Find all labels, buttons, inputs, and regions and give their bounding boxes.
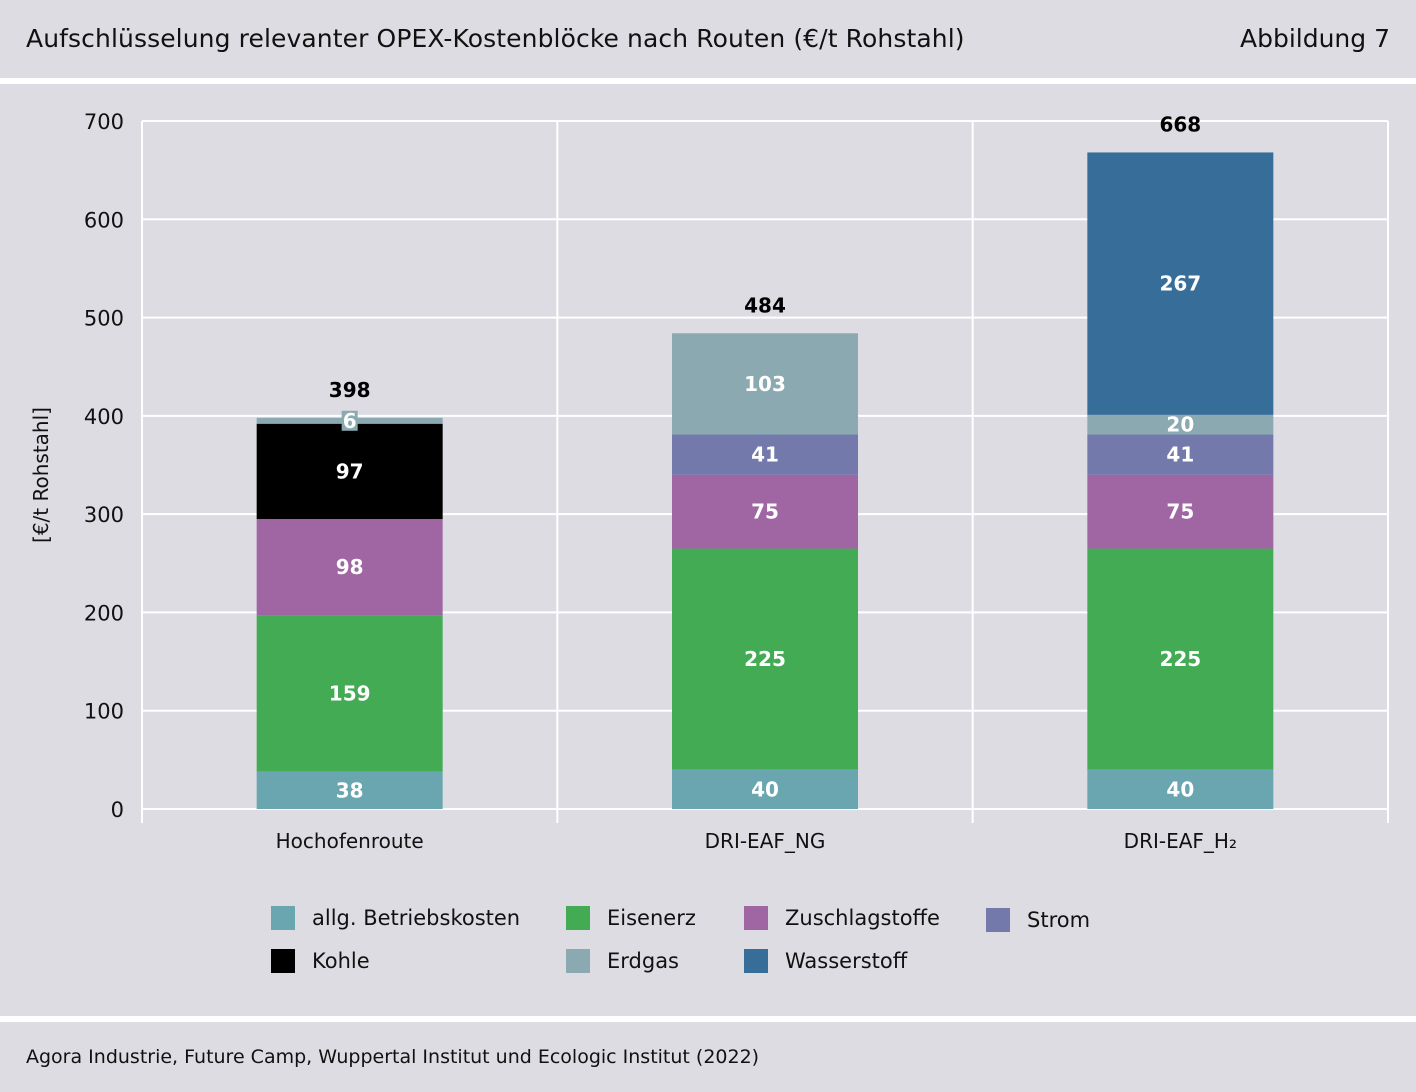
legend-label: Wasserstoff bbox=[785, 949, 908, 973]
data-label-bg bbox=[341, 410, 358, 431]
x-category-label: DRI-EAF_NG bbox=[705, 829, 826, 853]
y-tick-label: 500 bbox=[84, 307, 124, 331]
y-tick-label: 300 bbox=[84, 503, 124, 527]
legend-swatch bbox=[986, 908, 1010, 932]
legend-swatch bbox=[271, 906, 295, 930]
bar-segment bbox=[672, 769, 858, 809]
data-label: 41 bbox=[1166, 443, 1194, 467]
legend-label: Strom bbox=[1027, 908, 1091, 932]
legend-swatch bbox=[744, 949, 768, 973]
legend-swatch bbox=[566, 949, 590, 973]
data-label: 103 bbox=[744, 372, 786, 396]
legend-swatch bbox=[271, 949, 295, 973]
figure-label: Abbildung 7 bbox=[1239, 24, 1390, 53]
data-label: 159 bbox=[329, 682, 371, 706]
bar-segment bbox=[256, 423, 443, 520]
legend-item: Eisenerz bbox=[566, 906, 696, 930]
bar-segment bbox=[1087, 434, 1274, 475]
bar-segment bbox=[256, 519, 443, 616]
data-label: 41 bbox=[751, 443, 779, 467]
legend-label: allg. Betriebskosten bbox=[312, 906, 521, 930]
total-label: 484 bbox=[744, 293, 786, 317]
legend-swatch bbox=[744, 906, 768, 930]
data-label: 6 bbox=[343, 409, 357, 433]
legend-item: Erdgas bbox=[566, 949, 679, 973]
total-label: 398 bbox=[329, 378, 371, 402]
bar-segment bbox=[1087, 474, 1274, 549]
legend-label: Zuschlagstoffe bbox=[785, 906, 940, 930]
page-title: Aufschlüsselung relevanter OPEX-Kostenbl… bbox=[26, 24, 965, 53]
bar-segment bbox=[256, 771, 443, 809]
separator-top bbox=[0, 78, 1416, 84]
y-tick-label: 100 bbox=[84, 700, 124, 724]
y-tick-label: 200 bbox=[84, 601, 124, 625]
data-label: 40 bbox=[751, 777, 779, 801]
separator-bottom bbox=[0, 1016, 1416, 1022]
legend-item: Zuschlagstoffe bbox=[744, 906, 940, 930]
data-label: 98 bbox=[336, 555, 364, 579]
total-label: 668 bbox=[1159, 112, 1201, 136]
data-label: 20 bbox=[1166, 413, 1194, 437]
bar-segment bbox=[1087, 414, 1274, 435]
bar-segment bbox=[672, 548, 858, 770]
bar-segment bbox=[1087, 548, 1274, 770]
stacked-bar-chart: 0 100 200 300 400 500 600 700 [€/t Rohstahl] 38 15… bbox=[29, 110, 1389, 853]
x-category-label: DRI-EAF_H₂ bbox=[1124, 829, 1237, 853]
legend-label: Eisenerz bbox=[607, 906, 696, 930]
bar-segment bbox=[672, 474, 858, 549]
legend-item: Wasserstoff bbox=[744, 949, 907, 973]
x-category-label: Hochofenroute bbox=[276, 829, 424, 853]
legend-swatch bbox=[566, 906, 590, 930]
data-label: 225 bbox=[744, 647, 786, 671]
header: Aufschlüsselung relevanter OPEX-Kostenbl… bbox=[0, 0, 1416, 78]
bar-segment bbox=[672, 333, 858, 435]
bar-segment bbox=[256, 615, 443, 772]
data-label: 267 bbox=[1159, 272, 1201, 296]
data-label: 225 bbox=[1159, 647, 1201, 671]
y-tick-label: 0 bbox=[111, 798, 124, 822]
bar-segment bbox=[672, 434, 858, 475]
legend-label: Erdgas bbox=[607, 949, 680, 973]
legend-label: Kohle bbox=[312, 949, 370, 973]
data-label: 38 bbox=[336, 778, 364, 802]
bar-segment bbox=[1087, 152, 1274, 415]
data-label: 75 bbox=[1166, 500, 1194, 524]
source-note: Agora Industrie, Future Camp, Wuppertal … bbox=[26, 1046, 760, 1068]
legend-item: Kohle bbox=[271, 949, 370, 973]
data-label: 75 bbox=[751, 500, 779, 524]
legend-item: Strom bbox=[986, 908, 1090, 932]
data-label: 40 bbox=[1166, 777, 1194, 801]
y-tick-label: 400 bbox=[84, 405, 124, 429]
y-tick-label: 600 bbox=[84, 208, 124, 232]
bar-segment bbox=[1087, 769, 1274, 809]
y-tick-label: 700 bbox=[84, 110, 124, 134]
y-axis-label: [€/t Rohstahl] bbox=[29, 407, 53, 543]
legend-item: allg. Betriebskosten bbox=[271, 906, 520, 930]
data-label: 97 bbox=[336, 459, 364, 483]
